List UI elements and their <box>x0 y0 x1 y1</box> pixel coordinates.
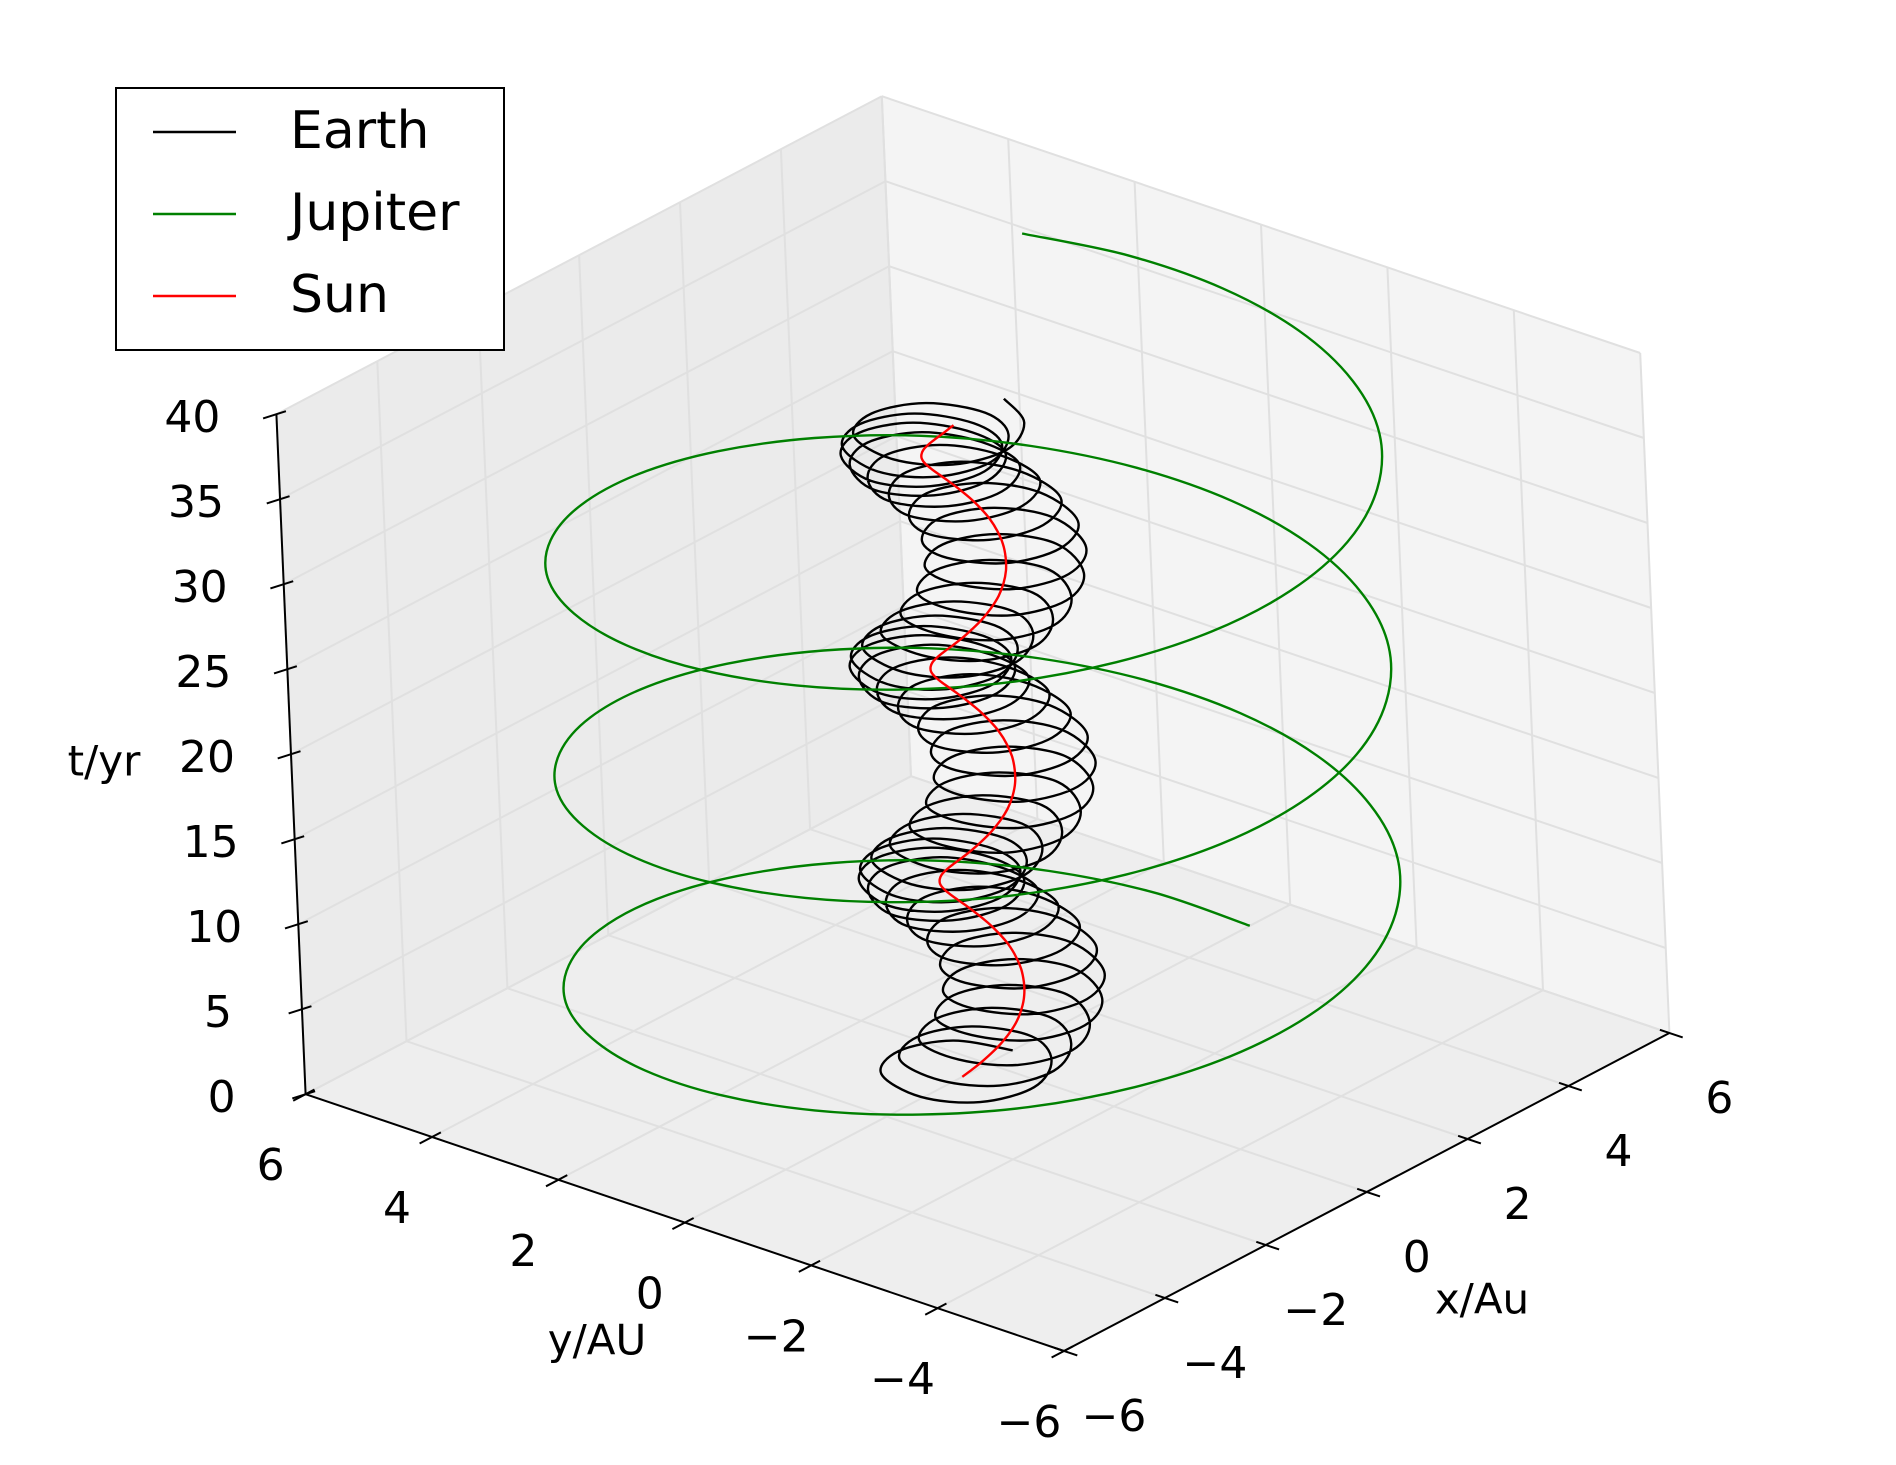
x-tick <box>1659 1028 1684 1039</box>
z-tick-label: 30 <box>172 562 228 613</box>
legend-label: Sun <box>290 265 389 325</box>
grid-line <box>290 435 897 756</box>
y-tick <box>924 1302 947 1316</box>
grid-line <box>305 775 912 1096</box>
x-tick <box>1457 1134 1482 1145</box>
x-tick <box>1054 1346 1078 1357</box>
grid-line <box>279 180 886 501</box>
z-tick-label: 25 <box>175 647 231 698</box>
legend-label: Earth <box>290 101 429 161</box>
y-tick-label: 0 <box>636 1269 664 1320</box>
grid-line <box>557 860 1165 1181</box>
y-axis-label: y/AU <box>548 1316 646 1365</box>
y-tick <box>545 1174 568 1188</box>
x-tick-label: 4 <box>1605 1126 1633 1177</box>
grid-line <box>283 265 890 586</box>
x-tick-label: −2 <box>1283 1285 1348 1336</box>
z-tick <box>270 580 294 590</box>
grid-line <box>896 435 1656 694</box>
x-tick-label: 2 <box>1504 1179 1532 1230</box>
grid-line <box>810 946 1418 1267</box>
x-tick <box>1558 1081 1583 1092</box>
z-tick <box>291 1090 316 1100</box>
y-tick-label: −4 <box>870 1354 935 1405</box>
y-tick <box>798 1259 821 1273</box>
z-axis-label: t/yr <box>68 737 141 786</box>
grid-line <box>881 95 1641 354</box>
x-tick-label: 6 <box>1705 1073 1733 1124</box>
x-tick <box>1155 1293 1179 1304</box>
z-tick-label: 20 <box>179 732 235 783</box>
y-tick-label: 2 <box>509 1226 537 1277</box>
y-tick-label: −6 <box>997 1397 1062 1448</box>
y-tick-label: −2 <box>744 1311 809 1362</box>
z-tick <box>284 920 309 930</box>
z-tick <box>288 1005 312 1015</box>
series-line <box>544 232 1402 1116</box>
x-tick-label: −6 <box>1082 1391 1147 1442</box>
z-tick-label: 10 <box>186 902 242 953</box>
x-axis-label: x/Au <box>1435 1275 1529 1324</box>
series-line <box>839 397 1106 1104</box>
grid-line <box>937 989 1544 1310</box>
z-tick-label: 35 <box>168 477 224 528</box>
y-tick <box>1051 1345 1074 1359</box>
grid-line <box>301 690 908 1011</box>
y-tick <box>419 1131 442 1145</box>
legend-label: Jupiter <box>287 183 460 243</box>
x-tick <box>1255 1240 1280 1251</box>
grid-line <box>275 95 883 416</box>
z-tick <box>273 665 298 675</box>
y-tick-label: 4 <box>383 1183 411 1234</box>
grid-line <box>888 265 1648 524</box>
y-tick <box>671 1217 695 1230</box>
z-tick-label: 15 <box>183 817 239 868</box>
y-tick-label: 6 <box>257 1140 285 1191</box>
grid-line <box>294 520 901 841</box>
z-tick-label: 5 <box>204 987 232 1038</box>
z-tick <box>277 750 301 760</box>
grid-line <box>297 605 905 926</box>
grid-line <box>892 350 1652 609</box>
z-tick <box>262 410 287 420</box>
z-tick <box>281 835 305 845</box>
z-tick <box>266 495 290 505</box>
z-tick-label: 40 <box>164 392 220 443</box>
x-tick-label: −4 <box>1182 1338 1247 1389</box>
x-tick-label: 0 <box>1403 1232 1431 1283</box>
z-tick-label: 0 <box>208 1072 236 1123</box>
grid-line <box>286 350 894 671</box>
series-line <box>920 424 1026 1078</box>
grid-line <box>910 775 1670 1034</box>
x-tick <box>1356 1187 1381 1198</box>
grid-line <box>907 690 1667 949</box>
